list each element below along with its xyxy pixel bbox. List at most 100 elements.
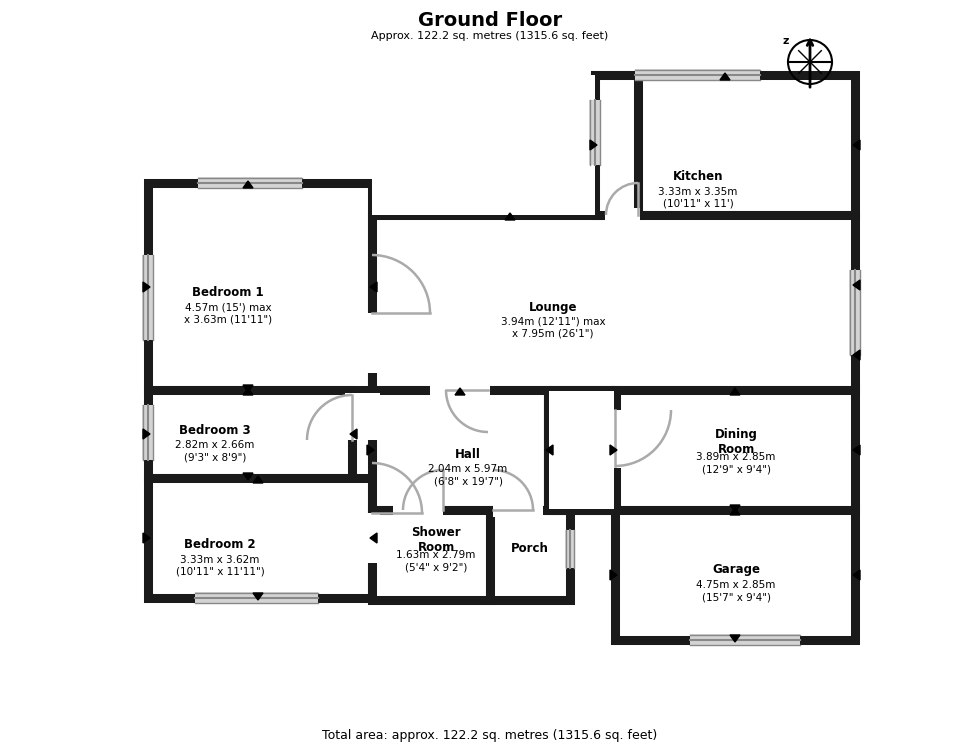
Bar <box>608 410 622 468</box>
Bar <box>365 513 380 563</box>
Bar <box>490 510 570 600</box>
Bar <box>372 75 595 215</box>
Polygon shape <box>243 388 253 395</box>
Text: 1.63m x 2.79m: 1.63m x 2.79m <box>396 550 475 560</box>
Bar <box>195 592 318 604</box>
Polygon shape <box>590 140 597 150</box>
Bar <box>595 75 855 215</box>
Text: x 7.95m (26'1"): x 7.95m (26'1") <box>513 329 594 339</box>
Polygon shape <box>455 388 465 395</box>
Polygon shape <box>253 476 263 483</box>
Polygon shape <box>143 429 150 439</box>
Bar <box>393 503 443 517</box>
Text: Hall: Hall <box>455 448 481 460</box>
Polygon shape <box>720 73 730 80</box>
Polygon shape <box>730 505 740 512</box>
Bar <box>690 634 800 646</box>
Polygon shape <box>853 350 860 360</box>
Bar <box>549 391 614 509</box>
Polygon shape <box>610 445 617 455</box>
Polygon shape <box>730 388 740 395</box>
Text: Dining
Room: Dining Room <box>714 428 758 456</box>
Text: (15'7" x 9'4"): (15'7" x 9'4") <box>702 592 770 602</box>
Text: Approx. 122.2 sq. metres (1315.6 sq. feet): Approx. 122.2 sq. metres (1315.6 sq. fee… <box>371 31 609 41</box>
Text: x 3.63m (11'11"): x 3.63m (11'11") <box>184 314 272 324</box>
Polygon shape <box>505 213 515 220</box>
Polygon shape <box>853 280 860 290</box>
Polygon shape <box>730 508 740 515</box>
Text: 3.33m x 3.35m: 3.33m x 3.35m <box>659 187 738 197</box>
Bar <box>565 530 575 568</box>
Polygon shape <box>243 385 253 392</box>
Bar <box>635 69 760 81</box>
Text: 2.82m x 2.66m: 2.82m x 2.66m <box>175 440 255 450</box>
Polygon shape <box>143 533 150 543</box>
Text: Shower
Room: Shower Room <box>412 526 461 554</box>
Bar <box>548 390 615 510</box>
Bar <box>195 592 318 604</box>
Text: Bedroom 2: Bedroom 2 <box>184 538 256 551</box>
Polygon shape <box>370 282 377 292</box>
Bar <box>605 208 640 222</box>
Text: 4.75m x 2.85m: 4.75m x 2.85m <box>697 580 776 590</box>
Polygon shape <box>367 445 374 455</box>
Text: z: z <box>782 36 788 46</box>
Bar <box>565 530 575 568</box>
Bar <box>493 503 543 517</box>
Bar <box>345 393 380 440</box>
Bar <box>365 313 380 373</box>
Bar <box>690 634 800 646</box>
Bar <box>198 177 302 189</box>
Bar <box>635 69 760 81</box>
Text: 4.57m (15') max: 4.57m (15') max <box>184 302 271 312</box>
Polygon shape <box>243 181 253 188</box>
Polygon shape <box>610 570 617 580</box>
Bar <box>148 390 352 478</box>
Bar <box>595 75 638 215</box>
Bar <box>142 255 154 340</box>
Bar <box>142 255 154 340</box>
Text: (5'4" x 9'2"): (5'4" x 9'2") <box>405 562 467 572</box>
Text: 3.94m (12'11") max: 3.94m (12'11") max <box>501 317 606 327</box>
Bar <box>372 390 548 510</box>
Polygon shape <box>243 473 253 480</box>
Bar <box>589 100 601 165</box>
Polygon shape <box>546 445 553 455</box>
Text: Bedroom 3: Bedroom 3 <box>179 424 251 436</box>
Text: 3.89m x 2.85m: 3.89m x 2.85m <box>697 452 776 462</box>
Text: 3.33m x 3.62m: 3.33m x 3.62m <box>180 555 260 565</box>
Polygon shape <box>853 570 860 580</box>
Bar <box>615 510 855 640</box>
Text: Lounge: Lounge <box>529 300 577 313</box>
Bar <box>589 100 601 165</box>
Text: Porch: Porch <box>511 541 549 554</box>
Polygon shape <box>853 140 860 150</box>
Polygon shape <box>350 429 357 439</box>
Bar <box>198 177 302 189</box>
Text: (12'9" x 9'4"): (12'9" x 9'4") <box>702 464 770 474</box>
Bar <box>142 405 154 460</box>
Text: Kitchen: Kitchen <box>672 170 723 183</box>
Text: (10'11" x 11'): (10'11" x 11') <box>662 199 733 209</box>
Polygon shape <box>143 282 150 292</box>
Text: Bedroom 1: Bedroom 1 <box>192 285 264 298</box>
Polygon shape <box>370 533 377 543</box>
Bar <box>849 270 861 355</box>
Polygon shape <box>853 445 860 455</box>
Polygon shape <box>730 635 740 642</box>
Bar <box>372 215 855 390</box>
Text: Garage: Garage <box>712 563 760 577</box>
Bar <box>148 183 372 390</box>
Bar <box>430 383 490 397</box>
Bar <box>372 510 490 600</box>
Bar <box>548 390 616 510</box>
Text: Total area: approx. 122.2 sq. metres (1315.6 sq. feet): Total area: approx. 122.2 sq. metres (13… <box>322 728 658 741</box>
Text: 2.04m x 5.97m: 2.04m x 5.97m <box>428 464 508 474</box>
Bar <box>615 390 855 510</box>
Text: (9'3" x 8'9"): (9'3" x 8'9") <box>184 452 246 462</box>
Text: (10'11" x 11'11"): (10'11" x 11'11") <box>175 567 265 577</box>
Bar <box>142 405 154 460</box>
Text: Ground Floor: Ground Floor <box>417 11 563 29</box>
Polygon shape <box>253 593 263 600</box>
Text: (6'8" x 19'7"): (6'8" x 19'7") <box>433 476 503 486</box>
